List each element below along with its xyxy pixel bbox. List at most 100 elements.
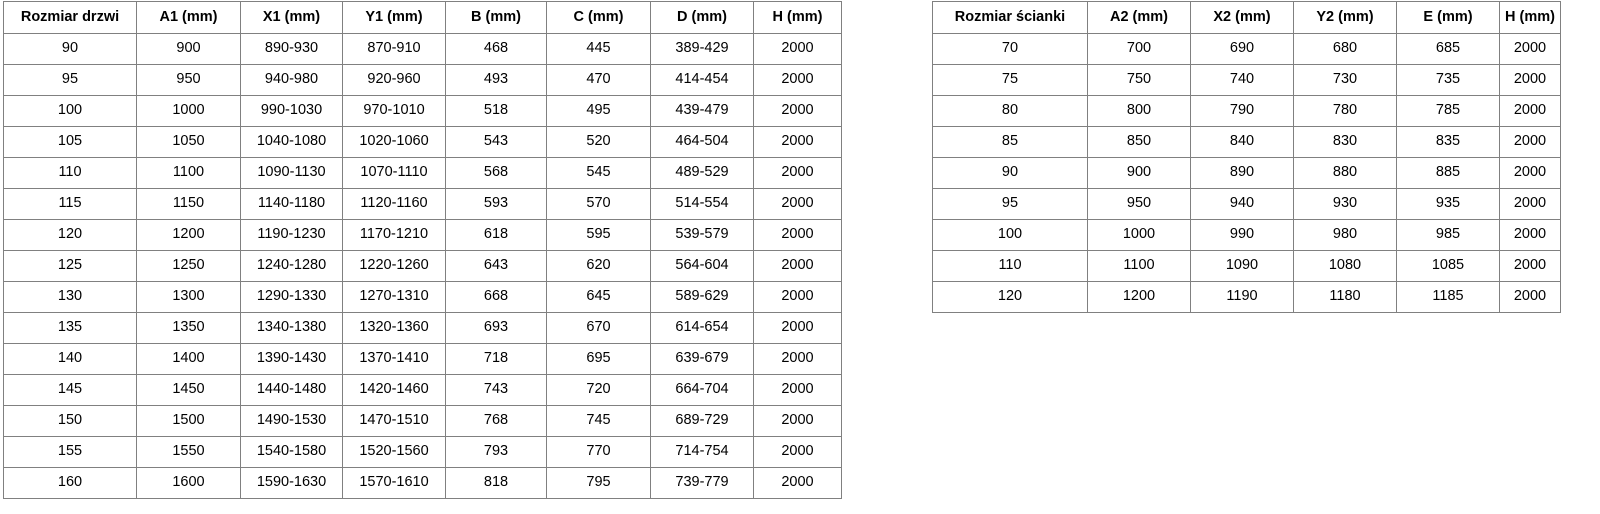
walls-cell: 930 (1293, 188, 1397, 220)
table-row: 100 1000 990 980 985 2000 (932, 219, 1561, 251)
table-row: 90 900 890 880 885 2000 (932, 157, 1561, 189)
table-row: 70 700 690 680 685 2000 (932, 33, 1561, 65)
walls-cell: 1090 (1190, 250, 1294, 282)
doors-cell: 150 (3, 405, 137, 437)
walls-cell: 890 (1190, 157, 1294, 189)
walls-size-table: Rozmiar ścianki A2 (mm) X2 (mm) Y2 (mm) E (m… (932, 1, 1561, 313)
doors-cell: 1220-1260 (342, 250, 446, 282)
doors-cell: 1350 (136, 312, 241, 344)
walls-cell: 730 (1293, 64, 1397, 96)
table-row: 90 900 890-930 870-910 468 445 389-429 2000 (3, 33, 842, 65)
doors-cell: 900 (136, 33, 241, 65)
doors-cell: 1020-1060 (342, 126, 446, 158)
table-row: 120 1200 1190-1230 1170-1210 618 595 539-579 20… (3, 219, 842, 251)
doors-cell: 1450 (136, 374, 241, 406)
walls-column-header: E (mm) (1396, 1, 1500, 34)
doors-cell: 970-1010 (342, 95, 446, 127)
doors-cell: 1520-1560 (342, 436, 446, 468)
doors-cell: 1600 (136, 467, 241, 499)
doors-cell: 439-479 (650, 95, 754, 127)
doors-cell: 593 (445, 188, 547, 220)
doors-cell: 100 (3, 95, 137, 127)
walls-cell: 790 (1190, 95, 1294, 127)
doors-cell: 115 (3, 188, 137, 220)
doors-cell: 1420-1460 (342, 374, 446, 406)
walls-cell: 2000 (1499, 64, 1561, 96)
doors-cell: 639-679 (650, 343, 754, 375)
doors-cell: 543 (445, 126, 547, 158)
doors-cell: 770 (546, 436, 651, 468)
table-row: 110 1100 1090-1130 1070-1110 568 545 489-529 20… (3, 157, 842, 189)
walls-cell: 985 (1396, 219, 1500, 251)
doors-cell: 470 (546, 64, 651, 96)
doors-cell: 105 (3, 126, 137, 158)
walls-cell: 835 (1396, 126, 1500, 158)
walls-cell: 95 (932, 188, 1088, 220)
walls-cell: 2000 (1499, 33, 1561, 65)
doors-cell: 670 (546, 312, 651, 344)
table-row: 95 950 940 930 935 2000 (932, 188, 1561, 220)
walls-cell: 110 (932, 250, 1088, 282)
doors-cell: 445 (546, 33, 651, 65)
walls-cell: 2000 (1499, 250, 1561, 282)
doors-cell: 2000 (753, 281, 842, 313)
doors-cell: 668 (445, 281, 547, 313)
table-row: 150 1500 1490-1530 1470-1510 768 745 689-729 20… (3, 405, 842, 437)
doors-cell: 95 (3, 64, 137, 96)
doors-cell: 695 (546, 343, 651, 375)
table-row: 130 1300 1290-1330 1270-1310 668 645 589-629 20… (3, 281, 842, 313)
doors-cell: 793 (445, 436, 547, 468)
walls-cell: 990 (1190, 219, 1294, 251)
doors-cell: 2000 (753, 343, 842, 375)
doors-cell: 2000 (753, 312, 842, 344)
doors-cell: 870-910 (342, 33, 446, 65)
doors-cell: 489-529 (650, 157, 754, 189)
doors-cell: 614-654 (650, 312, 754, 344)
walls-cell: 1185 (1396, 281, 1500, 313)
doors-cell: 950 (136, 64, 241, 96)
walls-cell: 780 (1293, 95, 1397, 127)
doors-cell: 1550 (136, 436, 241, 468)
doors-cell: 618 (445, 219, 547, 251)
walls-cell: 935 (1396, 188, 1500, 220)
walls-cell: 840 (1190, 126, 1294, 158)
doors-cell: 1540-1580 (240, 436, 343, 468)
doors-cell: 1440-1480 (240, 374, 343, 406)
walls-cell: 1200 (1087, 281, 1191, 313)
doors-cell: 1250 (136, 250, 241, 282)
doors-cell: 135 (3, 312, 137, 344)
walls-column-header: Y2 (mm) (1293, 1, 1397, 34)
walls-cell: 2000 (1499, 126, 1561, 158)
doors-cell: 589-629 (650, 281, 754, 313)
doors-table-header: Rozmiar drzwi A1 (mm) X1 (mm) Y1 (mm) B (mm)… (3, 1, 842, 34)
walls-cell: 80 (932, 95, 1088, 127)
doors-cell: 718 (445, 343, 547, 375)
doors-column-header: H (mm) (753, 1, 842, 34)
doors-cell: 1200 (136, 219, 241, 251)
doors-cell: 1100 (136, 157, 241, 189)
table-row: 120 1200 1190 1180 1185 2000 (932, 281, 1561, 313)
walls-cell: 1180 (1293, 281, 1397, 313)
doors-cell: 2000 (753, 374, 842, 406)
doors-cell: 1120-1160 (342, 188, 446, 220)
doors-cell: 1320-1360 (342, 312, 446, 344)
doors-column-header: C (mm) (546, 1, 651, 34)
walls-cell: 735 (1396, 64, 1500, 96)
doors-cell: 595 (546, 219, 651, 251)
table-row: 145 1450 1440-1480 1420-1460 743 720 664-704 20… (3, 374, 842, 406)
walls-cell: 2000 (1499, 95, 1561, 127)
doors-cell: 720 (546, 374, 651, 406)
doors-cell: 2000 (753, 467, 842, 499)
table-row: 135 1350 1340-1380 1320-1360 693 670 614-654 20… (3, 312, 842, 344)
doors-cell: 1590-1630 (240, 467, 343, 499)
table-row: 160 1600 1590-1630 1570-1610 818 795 739-779 20… (3, 467, 842, 499)
walls-cell: 880 (1293, 157, 1397, 189)
doors-cell: 1340-1380 (240, 312, 343, 344)
doors-cell: 689-729 (650, 405, 754, 437)
doors-cell: 495 (546, 95, 651, 127)
walls-cell: 940 (1190, 188, 1294, 220)
doors-cell: 795 (546, 467, 651, 499)
walls-cell: 90 (932, 157, 1088, 189)
doors-cell: 110 (3, 157, 137, 189)
doors-cell: 1170-1210 (342, 219, 446, 251)
